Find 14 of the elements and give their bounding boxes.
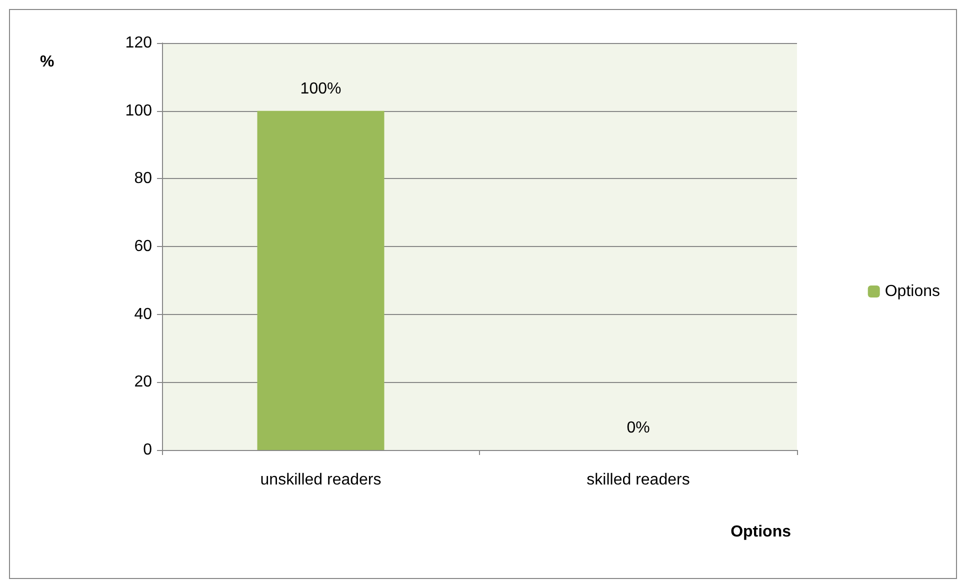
x-axis-title: Options (730, 524, 792, 540)
y-tick-label: 60 (134, 238, 152, 255)
legend-label: Options (884, 283, 940, 300)
y-axis-title: % (40, 54, 54, 70)
y-tick-label: 0 (143, 442, 152, 458)
y-tick-label: 100 (125, 102, 152, 120)
y-tick-label: 40 (134, 306, 152, 323)
x-tick-label: unskilled readers (260, 472, 382, 488)
data-label: 100% (300, 80, 342, 98)
data-label: 0% (626, 420, 650, 436)
y-tick-label: 80 (134, 170, 152, 188)
y-tick-label: 120 (125, 34, 152, 52)
y-tick-label: 20 (134, 374, 152, 391)
x-tick-label: skilled readers (586, 472, 690, 488)
